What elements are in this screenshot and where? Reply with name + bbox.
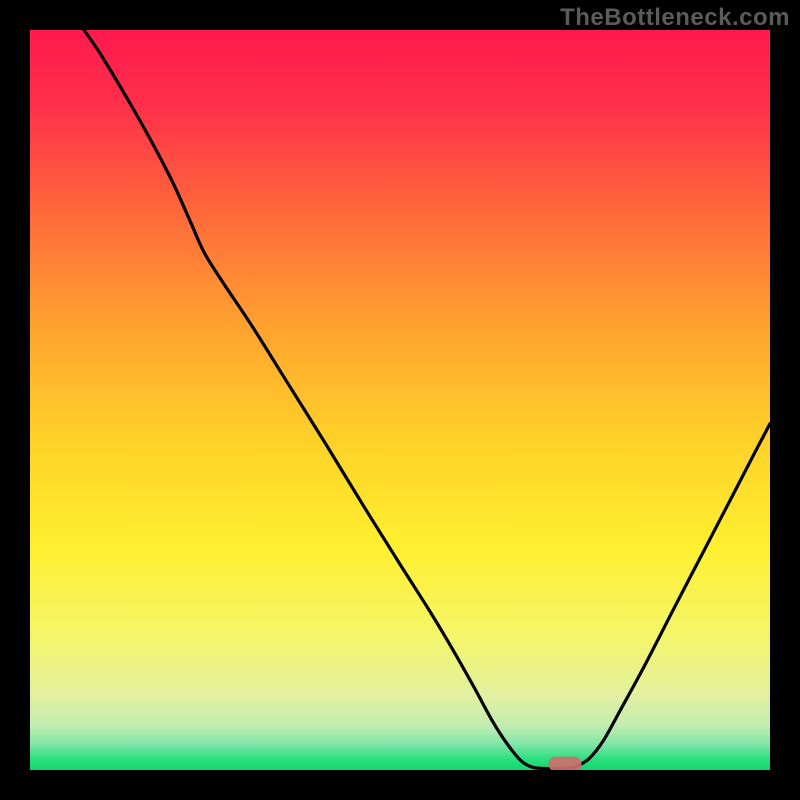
chart-frame: TheBottleneck.com bbox=[0, 0, 800, 800]
bottleneck-chart bbox=[30, 30, 770, 770]
plot-area bbox=[30, 30, 770, 770]
gradient-background bbox=[30, 30, 770, 770]
optimal-marker bbox=[548, 757, 581, 770]
watermark-text: TheBottleneck.com bbox=[560, 4, 790, 32]
